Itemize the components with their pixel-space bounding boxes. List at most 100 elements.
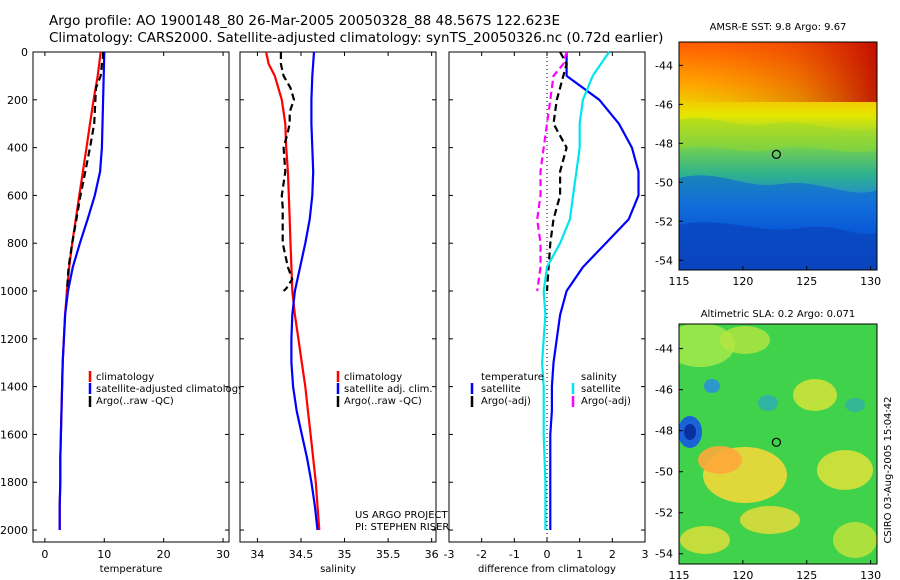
y-tick-label: 1000 bbox=[0, 285, 28, 298]
sla-blob bbox=[679, 324, 735, 367]
legend-label-satellite-clim: satellite adj. clim. bbox=[344, 384, 433, 395]
salinity-x-axis: 34 34.5 35 35.5 36 bbox=[240, 51, 439, 561]
x-tick-label: 0 bbox=[41, 548, 48, 561]
temperature-panel: 0 200 400 600 800 1000 1200 1400 1600 1800 2000 0 1… bbox=[0, 46, 244, 575]
x-tick-label: -3 bbox=[444, 548, 455, 561]
sla-map: Altimetric SLA: 0.2 Argo: 0.071 115 120 12… bbox=[655, 309, 881, 580]
argo-location-marker bbox=[771, 149, 782, 159]
series-line-argo-raw-qc bbox=[279, 52, 296, 292]
x-tick-label: 34.5 bbox=[289, 548, 314, 561]
x-tick-label: 2 bbox=[609, 548, 616, 561]
legend-label-sal-argo: Argo(-adj) bbox=[581, 396, 631, 407]
salinity-legend: climatology satellite adj. clim. Argo(..… bbox=[336, 371, 433, 407]
legend-label-argo: Argo(..raw -QC) bbox=[344, 396, 422, 407]
x-tick-label: 34 bbox=[250, 548, 264, 561]
sla-blob bbox=[740, 506, 800, 534]
depth-axis: 0 200 400 600 800 1000 1200 1400 1600 1800 2000 bbox=[0, 46, 229, 537]
y-tick-label: 1400 bbox=[0, 381, 28, 394]
pi-note: PI: STEPHEN RISER bbox=[355, 522, 449, 533]
series-line-salinity-argo-adj bbox=[536, 51, 568, 292]
sla-blob bbox=[698, 446, 742, 474]
timestamp-note: CSIRO 03-Aug-2005 15:04:42 bbox=[883, 396, 894, 543]
y-tick-label: 1800 bbox=[0, 476, 28, 489]
difference-series bbox=[536, 51, 640, 530]
difference-legend: temperature satellite Argo(-adj) salinit… bbox=[470, 372, 631, 407]
salinity-series bbox=[265, 51, 321, 531]
legend-label-satellite-clim: satellite-adjusted climatology bbox=[96, 384, 244, 395]
x-tick-label: 10 bbox=[97, 548, 111, 561]
sla-blob bbox=[817, 450, 873, 490]
legend-title-temperature: temperature bbox=[481, 372, 544, 383]
difference-panel: -3 -2 -1 0 1 2 3 difference from climatology t… bbox=[444, 51, 649, 575]
y-tick-label: -44 bbox=[655, 343, 673, 356]
legend-label-sal-satellite: satellite bbox=[581, 384, 621, 395]
header-line-2: Climatology: CARS2000. Satellite-adjuste… bbox=[49, 30, 663, 46]
y-tick-label: 200 bbox=[7, 94, 28, 107]
legend-label-temp-satellite: satellite bbox=[481, 384, 521, 395]
legend-title-salinity: salinity bbox=[581, 372, 617, 383]
sla-blob bbox=[793, 379, 837, 411]
legend-label-temp-argo: Argo(-adj) bbox=[481, 396, 531, 407]
salinity-axes-box bbox=[239, 51, 437, 543]
sla-map-title: Altimetric SLA: 0.2 Argo: 0.071 bbox=[701, 309, 856, 320]
x-tick-label: 115 bbox=[669, 569, 690, 580]
temperature-legend: climatology satellite-adjusted climatolo… bbox=[88, 371, 244, 407]
y-tick-label: 0 bbox=[21, 46, 28, 59]
difference-x-axis: -3 -2 -1 0 1 2 3 bbox=[444, 51, 649, 561]
sla-blob bbox=[833, 522, 877, 558]
y-tick-label: 1600 bbox=[0, 428, 28, 441]
temperature-axes-box bbox=[32, 51, 230, 543]
sla-heatmap bbox=[679, 324, 877, 564]
y-tick-label: -50 bbox=[655, 466, 673, 479]
y-tick-label: -46 bbox=[655, 98, 673, 111]
y-tick-label: 2000 bbox=[0, 524, 28, 537]
legend-label-climatology: climatology bbox=[96, 372, 154, 383]
x-tick-label: 130 bbox=[860, 569, 881, 580]
x-tick-label: 120 bbox=[732, 569, 753, 580]
y-tick-label: -52 bbox=[655, 215, 673, 228]
x-tick-label: 120 bbox=[732, 275, 753, 288]
sst-map-frame bbox=[678, 41, 878, 271]
salinity-panel: 34 34.5 35 35.5 36 salinity climatology sate… bbox=[239, 51, 449, 575]
difference-xlabel: difference from climatology bbox=[478, 564, 616, 575]
x-tick-label: 125 bbox=[796, 275, 817, 288]
y-tick-label: -48 bbox=[655, 137, 673, 150]
header-line-1: Argo profile: AO 1900148_80 26-Mar-2005 … bbox=[49, 13, 560, 29]
y-tick-label: 400 bbox=[7, 142, 28, 155]
y-tick-label: -48 bbox=[655, 425, 673, 438]
y-tick-label: -54 bbox=[655, 254, 673, 267]
y-tick-label: 1200 bbox=[0, 333, 28, 346]
x-tick-label: 3 bbox=[642, 548, 649, 561]
y-tick-label: 800 bbox=[7, 237, 28, 250]
sla-map-frame bbox=[678, 323, 878, 565]
project-note: US ARGO PROJECT bbox=[355, 510, 449, 521]
x-tick-label: 20 bbox=[157, 548, 171, 561]
x-tick-label: 30 bbox=[216, 548, 230, 561]
sst-coldest-water bbox=[679, 222, 877, 270]
sla-low-eddy bbox=[758, 395, 778, 411]
series-line-temperature-satellite bbox=[549, 52, 640, 530]
sla-map-axes: 115 120 125 130 -44 -46 -48 -50 -52 -54 bbox=[655, 343, 881, 580]
sst-warm-band bbox=[679, 42, 877, 102]
sst-heatmap bbox=[679, 42, 877, 270]
y-tick-label: -54 bbox=[655, 548, 673, 561]
x-tick-label: 115 bbox=[669, 275, 690, 288]
sla-blob bbox=[680, 526, 730, 554]
y-tick-label: -50 bbox=[655, 176, 673, 189]
x-tick-label: 36 bbox=[425, 548, 439, 561]
x-tick-label: 130 bbox=[860, 275, 881, 288]
legend-label-argo: Argo(..raw -QC) bbox=[96, 396, 174, 407]
temperature-xlabel: temperature bbox=[100, 564, 163, 575]
sst-front bbox=[679, 117, 877, 153]
sla-blob bbox=[720, 326, 770, 354]
y-tick-label: -44 bbox=[655, 59, 673, 72]
y-tick-label: -52 bbox=[655, 507, 673, 520]
x-tick-label: 125 bbox=[796, 569, 817, 580]
series-line-temperature-argo-adj bbox=[545, 51, 568, 292]
sla-low-eddy bbox=[704, 379, 720, 393]
argo-location-marker bbox=[771, 437, 782, 447]
sla-low-eddy bbox=[845, 398, 865, 412]
temperature-series bbox=[58, 51, 106, 530]
y-tick-label: 600 bbox=[7, 189, 28, 202]
